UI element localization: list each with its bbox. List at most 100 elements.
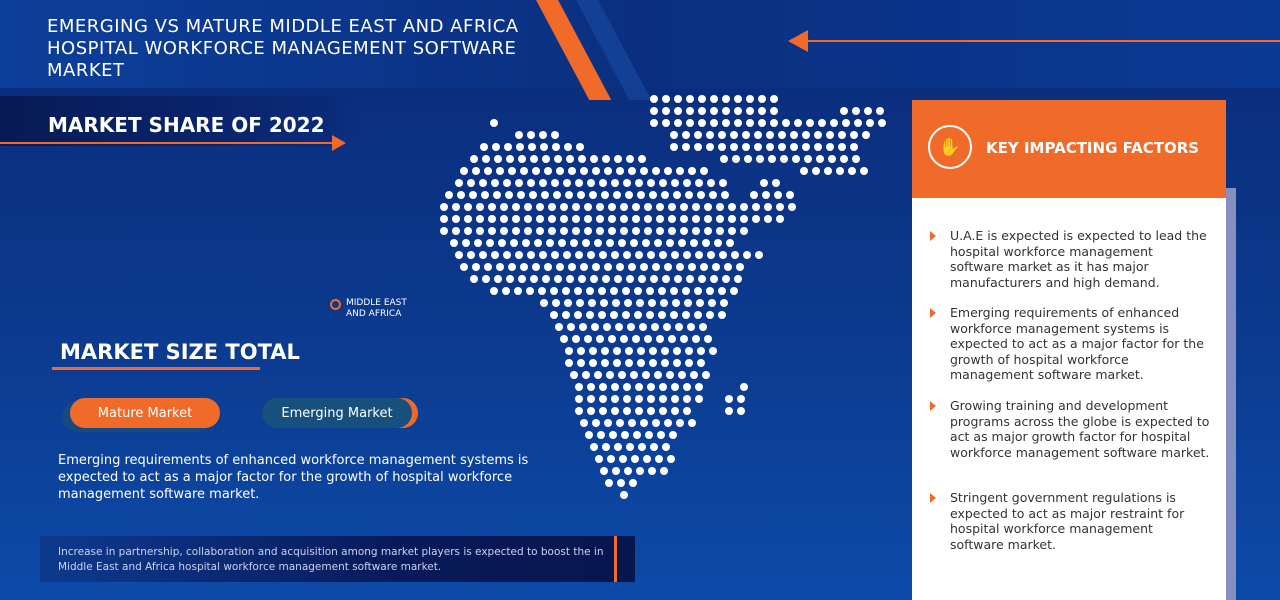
map-dot	[574, 311, 582, 319]
map-dot	[770, 107, 778, 115]
map-dot	[695, 383, 703, 391]
map-dot	[544, 263, 552, 271]
map-dot	[838, 143, 846, 151]
map-dot	[508, 263, 516, 271]
map-dot	[692, 203, 700, 211]
map-dot	[744, 155, 752, 163]
map-dot	[710, 107, 718, 115]
map-dot	[476, 203, 484, 211]
map-dot	[659, 179, 667, 187]
map-dot	[699, 323, 707, 331]
map-dot	[695, 179, 703, 187]
map-dot	[512, 227, 520, 235]
map-dot	[650, 119, 658, 127]
map-dot	[553, 191, 561, 199]
map-dot	[698, 95, 706, 103]
map-dot	[550, 287, 558, 295]
map-dot	[694, 143, 702, 151]
map-dot	[864, 107, 872, 115]
map-dot	[742, 143, 750, 151]
map-dot	[575, 395, 583, 403]
map-dot	[770, 95, 778, 103]
map-dot	[725, 407, 733, 415]
map-dot	[650, 107, 658, 115]
map-dot	[554, 155, 562, 163]
map-dot	[470, 155, 478, 163]
map-dot	[500, 227, 508, 235]
map-dot	[658, 311, 666, 319]
map-dot	[572, 203, 580, 211]
map-dot	[640, 419, 648, 427]
map-dot	[540, 299, 548, 307]
map-dot	[782, 119, 790, 127]
map-dot	[668, 335, 676, 343]
map-dot	[657, 431, 665, 439]
map-dot	[622, 311, 630, 319]
map-dot	[716, 227, 724, 235]
map-dot	[536, 227, 544, 235]
map-dot	[452, 203, 460, 211]
map-dot	[645, 431, 653, 439]
map-dot	[628, 419, 636, 427]
map-dot	[746, 95, 754, 103]
map-dot	[659, 251, 667, 259]
map-dot	[608, 203, 616, 211]
map-dot	[490, 119, 498, 127]
map-dot	[542, 155, 550, 163]
map-dot	[479, 179, 487, 187]
map-dot	[577, 359, 585, 367]
map-dot	[522, 239, 530, 247]
divider	[0, 142, 335, 144]
map-dot	[716, 203, 724, 211]
map-dot	[686, 119, 694, 127]
map-dot	[600, 299, 608, 307]
map-dot	[644, 215, 652, 223]
map-dot	[532, 263, 540, 271]
map-dot	[814, 131, 822, 139]
map-dot	[694, 287, 702, 295]
map-dot	[638, 275, 646, 283]
map-dot	[721, 191, 729, 199]
map-dot	[826, 143, 834, 151]
share-band	[0, 96, 360, 146]
map-dot	[673, 191, 681, 199]
map-dot	[734, 275, 742, 283]
map-dot	[674, 95, 682, 103]
map-dot	[552, 143, 560, 151]
map-dot	[674, 107, 682, 115]
map-dot	[786, 191, 794, 199]
map-dot	[766, 143, 774, 151]
map-dot	[482, 275, 490, 283]
map-dot	[584, 335, 592, 343]
bullet-icon	[930, 401, 936, 411]
map-dot	[467, 179, 475, 187]
map-dot	[673, 347, 681, 355]
map-dot	[709, 191, 717, 199]
map-dot	[575, 179, 583, 187]
map-dot	[524, 203, 532, 211]
map-dot	[472, 263, 480, 271]
map-dot	[664, 167, 672, 175]
map-dot	[720, 155, 728, 163]
map-dot	[776, 215, 784, 223]
map-dot	[515, 131, 523, 139]
map-dot	[654, 371, 662, 379]
map-dot	[524, 227, 532, 235]
map-dot	[529, 191, 537, 199]
map-dot	[472, 167, 480, 175]
map-dot	[625, 191, 633, 199]
map-dot	[824, 167, 832, 175]
map-dot	[814, 143, 822, 151]
map-dot	[527, 251, 535, 259]
map-dot	[663, 323, 671, 331]
map-dot	[716, 215, 724, 223]
map-dot	[476, 215, 484, 223]
map-dot	[548, 227, 556, 235]
map-dot	[575, 407, 583, 415]
map-dot	[661, 359, 669, 367]
map-dot	[480, 143, 488, 151]
map-dot	[682, 131, 690, 139]
map-dot	[520, 263, 528, 271]
hand-money-icon: ✋	[928, 125, 972, 169]
map-dot	[602, 275, 610, 283]
